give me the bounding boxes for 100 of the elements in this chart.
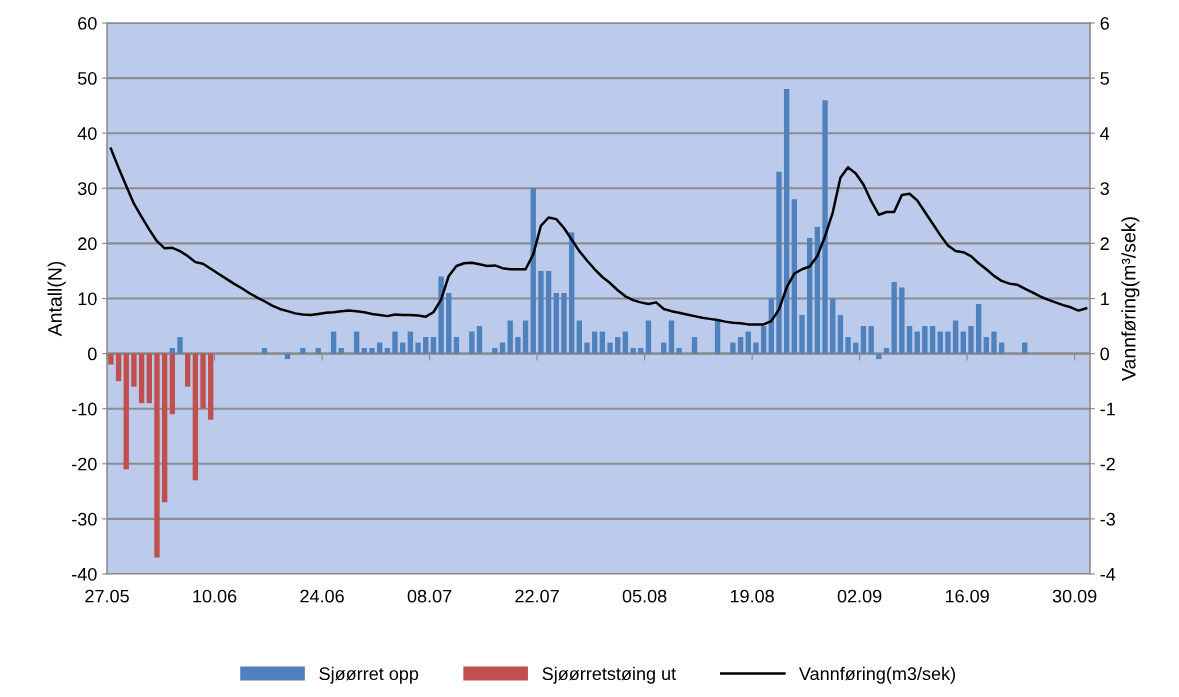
bar (200, 353, 206, 409)
bar (568, 232, 575, 354)
bar (438, 276, 444, 354)
bar (830, 298, 836, 354)
bar (853, 342, 859, 354)
bar (960, 331, 966, 354)
bar (891, 281, 897, 354)
bar (845, 337, 851, 354)
bar (991, 331, 997, 354)
bar (622, 331, 629, 354)
bar (453, 337, 460, 354)
bar (576, 320, 583, 354)
bar (730, 342, 736, 354)
bar (753, 342, 759, 354)
x-tick-label: 22.07 (515, 589, 559, 603)
y2-tick-label: 5 (1100, 72, 1109, 85)
bar (192, 353, 199, 481)
bar (522, 320, 529, 354)
bar (630, 348, 636, 354)
bar (469, 331, 475, 354)
bar (330, 331, 337, 354)
bar (937, 331, 943, 354)
bar (361, 348, 367, 354)
bar (369, 348, 375, 354)
bar (922, 326, 928, 354)
bar (415, 342, 421, 354)
bar (783, 89, 790, 354)
bar (607, 342, 613, 354)
bar (315, 348, 321, 354)
bar (860, 326, 867, 354)
bar (338, 348, 344, 354)
y-tick-label: -30 (72, 512, 97, 526)
bar (115, 353, 122, 382)
y-tick-label: 0 (88, 347, 97, 361)
bar (737, 337, 744, 354)
y2-tick-label: 6 (1100, 16, 1109, 30)
y2-tick-label: -2 (1100, 457, 1115, 471)
bar (776, 171, 782, 354)
bar (261, 348, 268, 354)
x-tick-label: 27.05 (85, 589, 129, 603)
bar (169, 353, 176, 415)
x-tick-label: 16.09 (945, 589, 989, 603)
bar (883, 348, 890, 354)
y2-tick-label: 4 (1100, 127, 1110, 140)
bar (138, 353, 145, 404)
bar (591, 331, 598, 354)
legend-label: Sjøørretstøing ut (542, 666, 676, 684)
legend-label: Vannføring(m3/sek) (798, 666, 955, 684)
bar (492, 348, 498, 354)
bar (185, 353, 191, 387)
bar (407, 331, 414, 354)
bar (638, 348, 644, 354)
bar (929, 326, 936, 354)
bar (745, 331, 751, 354)
bar (376, 342, 383, 354)
bar (975, 304, 982, 354)
bar (691, 337, 698, 354)
bar (476, 326, 483, 354)
bar (714, 320, 721, 354)
y-tick-label: 20 (78, 237, 97, 251)
bar (584, 342, 590, 354)
y2-tick-label: 2 (1100, 237, 1109, 250)
bar (538, 270, 544, 354)
legend-label: Sjøørret opp (319, 666, 419, 684)
bar (952, 320, 959, 354)
x-tick-label: 02.09 (837, 589, 882, 603)
bar (906, 326, 913, 354)
bar (146, 353, 152, 404)
x-tick-label: 30.09 (1052, 589, 1097, 603)
bar (446, 292, 452, 354)
y2-axis-title: Vannføring(m³/sek) (1121, 217, 1140, 381)
y-tick-label: 60 (78, 16, 97, 30)
x-tick-label: 24.06 (300, 589, 344, 603)
y2-tick-label: 0 (1100, 347, 1110, 361)
bar (968, 326, 974, 354)
y-tick-label: 10 (78, 292, 97, 306)
y-tick-label: 30 (77, 182, 97, 196)
bar (668, 320, 675, 354)
bar (899, 287, 905, 354)
bar (983, 337, 989, 354)
bar (545, 270, 552, 354)
bar (599, 331, 606, 354)
bar (384, 348, 391, 354)
bar (914, 331, 920, 354)
y-tick-label: 40 (77, 127, 97, 140)
y2-tick-label: 3 (1100, 182, 1109, 196)
y-tick-label: -40 (72, 567, 97, 581)
bar (430, 337, 437, 354)
bar (837, 315, 844, 354)
bar (169, 348, 176, 354)
y-tick-label: -10 (72, 402, 97, 416)
x-tick-label: 08.07 (407, 589, 452, 603)
y2-tick-label: 1 (1101, 292, 1109, 306)
bar (154, 353, 160, 558)
bar (998, 342, 1005, 354)
bar (791, 199, 798, 354)
bar (615, 337, 621, 354)
bar (561, 292, 567, 354)
line-series (109, 147, 1088, 326)
x-tick-label: 05.08 (622, 589, 667, 603)
